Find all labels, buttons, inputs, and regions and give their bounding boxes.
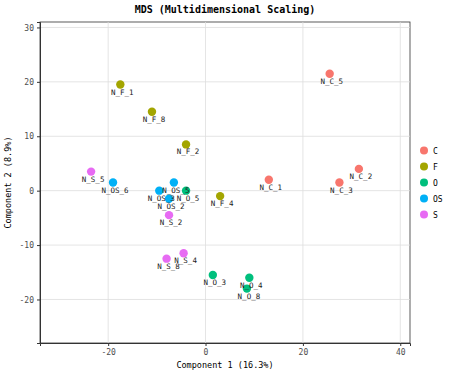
point-label: N_C_1 (260, 183, 283, 192)
tick: 40 (396, 343, 406, 357)
grid-line (108, 22, 109, 343)
tick: 20 (299, 343, 309, 357)
point-label: N_F_8 (143, 115, 166, 124)
point-label: N_O_8 (238, 292, 261, 301)
x-axis-title: Component 1 (16.3%) (176, 360, 273, 370)
tick-label: 30 (24, 24, 34, 33)
tick-label: 20 (24, 78, 34, 87)
tick: -10 (20, 241, 40, 250)
grid-line (205, 22, 206, 343)
tick: 0 (29, 187, 40, 196)
tick-mark (37, 82, 40, 83)
tick-label: -20 (20, 296, 35, 305)
tick: -20 (101, 343, 116, 357)
grid-line (40, 27, 410, 28)
legend-swatch (420, 195, 428, 203)
tick-mark (303, 343, 304, 346)
points (87, 69, 363, 292)
legend-label: S (433, 211, 438, 220)
plot-frame (40, 22, 410, 343)
tick-label: 0 (29, 187, 34, 196)
point-label: N_F_4 (211, 199, 234, 208)
tick-label: -10 (20, 241, 35, 250)
tick-mark (206, 343, 207, 346)
axis-line (41, 344, 411, 347)
grid-line (40, 299, 410, 300)
tick-mark (37, 299, 40, 300)
tick-mark (37, 27, 40, 28)
tick: 10 (24, 132, 40, 141)
point-label: N_C_3 (330, 186, 353, 195)
tick-mark (108, 343, 109, 346)
chart: -2002040-20-100102030N_C_5N_C_2N_C_3N_C_… (0, 0, 457, 374)
axis-line (37, 23, 41, 344)
grid-line (40, 190, 410, 191)
point-label: N_C_2 (350, 172, 373, 181)
grid-line (40, 245, 410, 246)
legend-label: C (433, 147, 438, 156)
legend-swatch (420, 211, 428, 219)
tick-label: 20 (299, 348, 309, 357)
legend-label: OS (433, 195, 443, 204)
point-label: N_O_3 (204, 278, 227, 287)
grid-line (40, 136, 410, 137)
point-label: N_C_5 (320, 77, 343, 86)
y-axis-title: Component 2 (8.9%) (3, 136, 13, 228)
point-label: N_OS_2 (157, 202, 184, 211)
tick-mark (400, 343, 401, 346)
point-label: N_F_2 (177, 147, 200, 156)
tick-mark (37, 245, 40, 246)
tick-label: 10 (24, 132, 34, 141)
tick-label: 40 (396, 348, 406, 357)
tick-mark (37, 191, 40, 192)
legend-swatch (420, 179, 428, 187)
grid-line (400, 22, 401, 343)
point-label: N_S_2 (160, 218, 183, 227)
tick: -20 (20, 296, 40, 305)
point-label: N_S_8 (157, 262, 180, 271)
point-labels: N_C_5 N_C_2 N_C_3 N_C_1 N_F_1 N_F_8 N_F_2 N_F_4… (82, 77, 372, 301)
title: MDS (Multidimensional Scaling) (135, 4, 316, 15)
legend: CFO OS S (420, 147, 443, 220)
point-label: N_O_4 (240, 281, 263, 290)
legend-label: F (433, 163, 438, 172)
tick-mark (37, 136, 40, 137)
tick-label: 0 (204, 348, 209, 357)
legend-swatch (420, 147, 428, 155)
point-label: N_S_5 (82, 175, 105, 184)
tick: 20 (24, 78, 40, 87)
tick-label: -20 (101, 348, 116, 357)
tick: 30 (24, 24, 40, 33)
legend-swatch (420, 163, 428, 171)
grid (40, 22, 410, 343)
tick: 0 (204, 343, 209, 357)
y-axis: -20 -10 0 10 20 30 (20, 23, 41, 344)
legend-label: O (433, 179, 438, 188)
point-label: N_F_1 (111, 88, 134, 97)
grid-line (302, 22, 303, 343)
grid-line (40, 81, 410, 82)
x-axis: -20 0 20 40 (41, 343, 411, 357)
point-label: N_OS_6 (101, 186, 129, 195)
